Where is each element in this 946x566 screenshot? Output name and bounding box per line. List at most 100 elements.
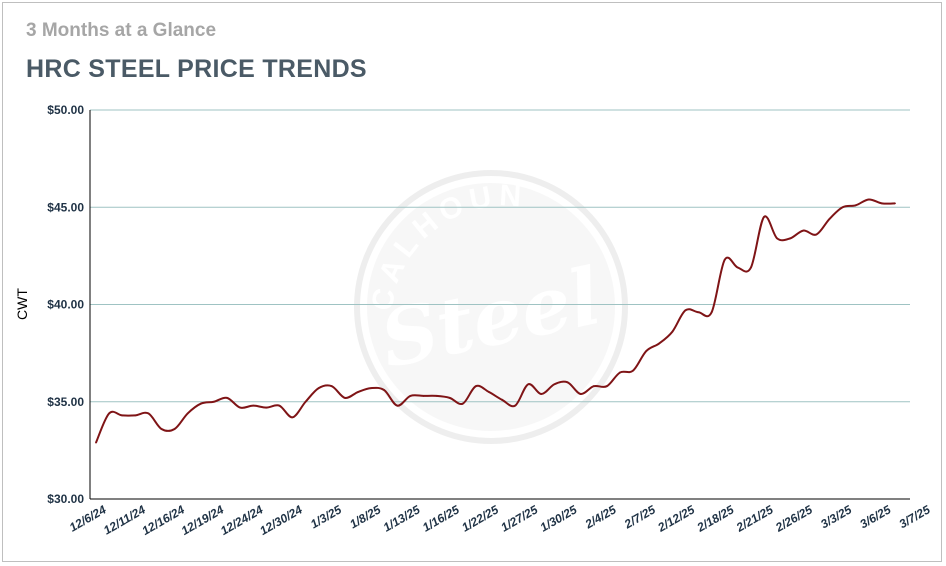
- data-point: [828, 218, 831, 220]
- data-point: [304, 400, 307, 403]
- x-tick-label: 1/30/25: [538, 502, 580, 534]
- data-point: [461, 402, 464, 405]
- data-point: [894, 202, 896, 205]
- data-point: [422, 395, 425, 397]
- x-tick-label: 2/4/25: [582, 502, 619, 531]
- x-axis: 12/6/2412/11/2412/16/2412/19/2412/24/241…: [67, 502, 933, 538]
- data-point: [396, 404, 399, 407]
- gridlines: [90, 109, 910, 403]
- data-point: [789, 237, 792, 240]
- data-point: [501, 398, 503, 401]
- data-point: [435, 395, 438, 397]
- data-point: [723, 258, 726, 261]
- data-point: [619, 371, 621, 374]
- x-tick-label: 12/19/24: [179, 502, 227, 538]
- calhoun-steel-watermark: CALHOUN Steel: [354, 170, 628, 444]
- data-point: [815, 233, 818, 236]
- x-tick-label: 1/3/25: [308, 502, 344, 531]
- chart-subtitle: 3 Months at a Glance: [26, 20, 217, 41]
- watermark-disc: [367, 183, 615, 431]
- data-point: [553, 383, 556, 386]
- data-point: [278, 404, 281, 407]
- price-series-line: [95, 198, 896, 444]
- x-tick-label: 3/3/25: [818, 502, 854, 531]
- data-point: [252, 404, 255, 407]
- data-point: [867, 198, 870, 201]
- data-point: [632, 369, 634, 372]
- data-point: [658, 342, 661, 345]
- data-point: [160, 428, 163, 430]
- x-tick-label: 12/24/24: [218, 502, 266, 538]
- data-point: [147, 412, 150, 415]
- data-point: [697, 311, 700, 314]
- data-point: [95, 441, 97, 444]
- x-tick-label: 2/21/25: [733, 502, 776, 535]
- data-point: [265, 406, 268, 409]
- data-point: [776, 237, 779, 240]
- data-point: [474, 385, 477, 388]
- series-layer: [95, 198, 896, 444]
- watermark-outer-ring: [354, 170, 628, 444]
- data-point: [199, 402, 202, 405]
- data-point: [134, 414, 137, 417]
- data-point: [605, 385, 608, 388]
- data-point: [802, 229, 805, 232]
- data-point: [291, 416, 294, 419]
- data-point: [736, 266, 739, 269]
- x-tick-label: 1/13/25: [381, 502, 423, 534]
- data-point: [527, 383, 530, 386]
- data-point: [108, 412, 110, 415]
- data-point: [409, 395, 412, 397]
- data-point: [710, 311, 713, 314]
- x-tick-label: 1/8/25: [347, 502, 383, 531]
- x-tick-label: 12/16/24: [140, 502, 188, 538]
- x-tick-label: 2/7/25: [621, 502, 658, 531]
- data-point: [448, 396, 451, 399]
- data-point: [212, 400, 215, 403]
- data-point: [186, 412, 189, 415]
- x-tick-label: 1/16/25: [420, 502, 462, 534]
- data-point: [383, 389, 386, 391]
- y-axis-label: CWT: [14, 288, 30, 320]
- data-point: [173, 428, 176, 430]
- y-tick-label: $30.00: [47, 492, 84, 506]
- data-point: [540, 393, 543, 395]
- data-point: [317, 387, 320, 390]
- x-tick-label: 2/12/25: [655, 502, 698, 535]
- data-point: [226, 396, 228, 399]
- data-point: [514, 404, 517, 407]
- data-point: [684, 309, 687, 312]
- data-point: [239, 406, 241, 409]
- y-axis: $30.00 $35.00 $40.00 $45.00 $50.00: [47, 103, 910, 506]
- x-tick-label: 3/7/25: [897, 502, 933, 531]
- data-point: [370, 387, 372, 390]
- x-tick-label: 1/27/25: [498, 502, 540, 534]
- x-tick-label: 1/22/25: [459, 502, 501, 534]
- data-point: [121, 414, 124, 417]
- data-point: [841, 206, 844, 209]
- y-tick-label: $40.00: [47, 298, 84, 312]
- y-tick-label: $50.00: [47, 103, 84, 117]
- data-point: [488, 391, 490, 393]
- data-point: [330, 385, 333, 388]
- x-tick-label: 2/18/25: [694, 502, 737, 535]
- data-point: [592, 385, 595, 388]
- data-point: [357, 391, 359, 393]
- data-point: [763, 216, 765, 218]
- data-point: [343, 396, 346, 399]
- chart-title: HRC STEEL PRICE TRENDS: [26, 55, 367, 83]
- data-point: [671, 330, 674, 333]
- data-point: [645, 350, 648, 353]
- data-point: [854, 204, 857, 207]
- x-tick-label: 3/6/25: [857, 502, 893, 531]
- data-point: [750, 266, 752, 269]
- data-point: [579, 393, 582, 395]
- x-tick-label: 2/26/25: [772, 502, 815, 535]
- y-tick-label: $45.00: [47, 200, 84, 214]
- y-tick-label: $35.00: [47, 395, 84, 409]
- data-point: [881, 202, 883, 205]
- x-tick-label: 12/30/24: [257, 502, 305, 538]
- data-point: [566, 381, 569, 384]
